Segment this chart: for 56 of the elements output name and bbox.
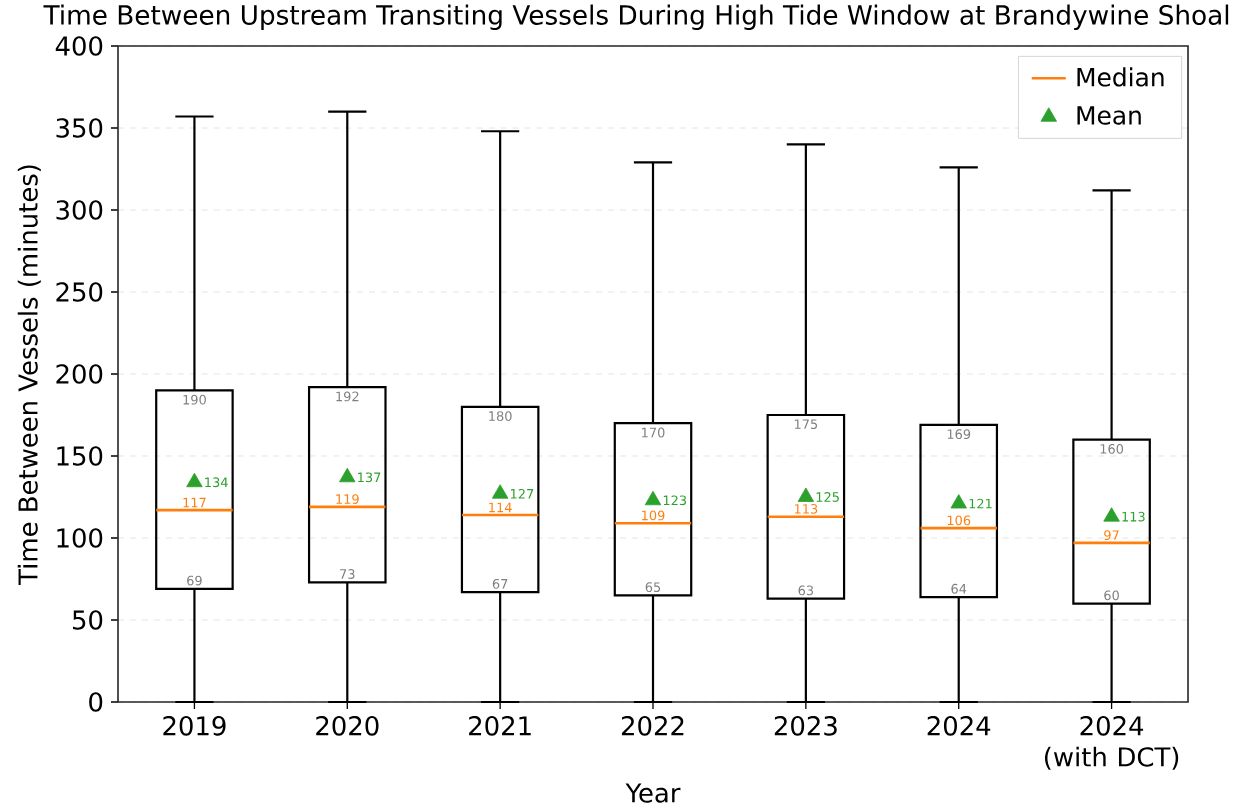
x-tick-label: 2021 [469, 716, 531, 736]
legend-label: Mean [1077, 106, 1141, 125]
y-axis-title: Time Between Vessels (minutes) [17, 165, 41, 585]
point [1103, 507, 1120, 522]
annotation: 170 [642, 427, 665, 438]
annotation: 60 [1104, 590, 1119, 601]
y-tick-label: 350 [56, 118, 103, 138]
annotation: 190 [183, 394, 206, 405]
annotation: 114 [489, 502, 512, 513]
data-label: 121 [969, 498, 992, 509]
data-label: 113 [1122, 511, 1145, 522]
chart-title: Time Between Upstream Transiting Vessels During High Tide Window at Brandywine Shoal [43, 4, 1229, 30]
y-tick-label: 400 [55, 36, 103, 56]
data-label: 123 [663, 495, 687, 506]
annotation: 63 [798, 585, 814, 596]
y-tick-label: 200 [56, 364, 103, 384]
annotation: 65 [645, 582, 661, 592]
point [644, 490, 662, 506]
annotation: 180 [489, 411, 512, 421]
x-tick-label: 2024 (with DCT) [1044, 716, 1179, 770]
point [339, 467, 356, 483]
data-label: 127 [510, 488, 534, 499]
annotation: 69 [187, 575, 202, 586]
legend-label: Median [1077, 67, 1164, 87]
annotation: 119 [336, 494, 359, 504]
x-tick-label: 2024 [927, 716, 991, 736]
point [950, 494, 967, 509]
y-tick-label: 50 [73, 610, 103, 630]
y-tick-label: 250 [56, 282, 103, 302]
data-label: 125 [816, 492, 839, 502]
x-tick-label: 2019 [163, 716, 226, 736]
y-tick-label: 150 [57, 446, 103, 466]
y-tick-label: 300 [56, 200, 103, 220]
x-axis-title: Year [625, 783, 681, 803]
point [491, 484, 509, 499]
point [797, 487, 815, 502]
point [186, 472, 203, 488]
y-tick-label: 100 [57, 528, 103, 548]
annotation: 73 [340, 569, 355, 579]
x-tick-label: 2023 [774, 716, 837, 736]
annotation: 160 [1100, 444, 1124, 454]
annotation: 106 [947, 515, 971, 526]
y-tick-label: 0 [89, 692, 103, 712]
data-label: 134 [205, 477, 228, 488]
annotation: 192 [336, 391, 359, 402]
annotation: 175 [794, 419, 818, 430]
x-tick-label: 2020 [316, 716, 379, 736]
annotation: 117 [183, 497, 206, 508]
annotation: 67 [492, 578, 508, 589]
annotation: 109 [642, 510, 665, 521]
annotation: 64 [951, 583, 967, 594]
x-tick-label: 2022 [621, 716, 684, 736]
annotation: 97 [1104, 530, 1119, 541]
annotation: 113 [794, 504, 818, 514]
data-label: 137 [358, 472, 381, 483]
annotation: 169 [947, 429, 971, 440]
